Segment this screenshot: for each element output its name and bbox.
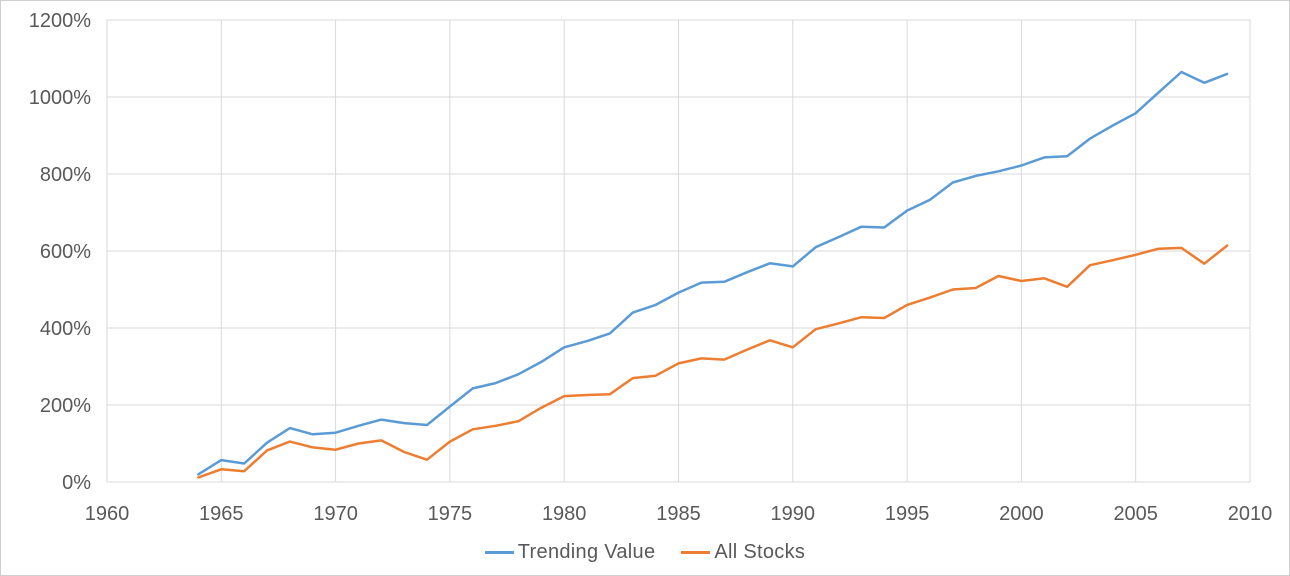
y-axis-tick-label: 800% [40,164,91,186]
trending-value-legend-label: Trending Value [517,540,656,563]
x-axis-tick-label: 2005 [1113,503,1158,525]
y-axis-tick-label: 400% [40,318,91,340]
trending-value-line-marker [484,550,514,554]
y-axis-tick-label: 1000% [29,87,91,109]
all-stocks-legend-label: All Stocks [714,540,806,563]
x-axis-tick-label: 1985 [656,503,701,525]
x-axis-tick-label: 1975 [428,503,473,525]
trending-value-series-line[interactable] [197,70,1229,476]
x-axis-tick-label: 1960 [85,503,130,525]
x-axis-tick-label: 2010 [1228,503,1273,525]
all-stocks-line-marker [681,550,711,554]
y-axis-tick-label: 1200% [29,10,91,32]
x-axis-tick-label: 2000 [999,503,1044,525]
x-axis-tick-label: 1965 [199,503,244,525]
legend-item-trending-value[interactable]: Trending Value [484,540,656,564]
line-chart-plot-area: 0% 200% 400% 600% 800% 1000% 1200% 1960 1965 1970… [29,10,1273,525]
x-axis-tick-label: 1980 [542,503,587,525]
y-axis-tick-label: 200% [40,395,91,417]
x-axis-tick-label: 1970 [313,503,358,525]
y-axis-tick-label: 600% [40,241,91,263]
x-axis-tick-label: 1995 [885,503,930,525]
legend-item-all-stocks[interactable]: All Stocks [681,541,805,564]
x-axis-tick-label: 1990 [771,503,816,525]
y-axis-tick-label: 0% [62,472,91,494]
chart-legend: Trending Value All Stocks [1,538,1289,566]
all-stocks-series-line[interactable] [197,244,1229,479]
plot-border [106,19,1251,483]
